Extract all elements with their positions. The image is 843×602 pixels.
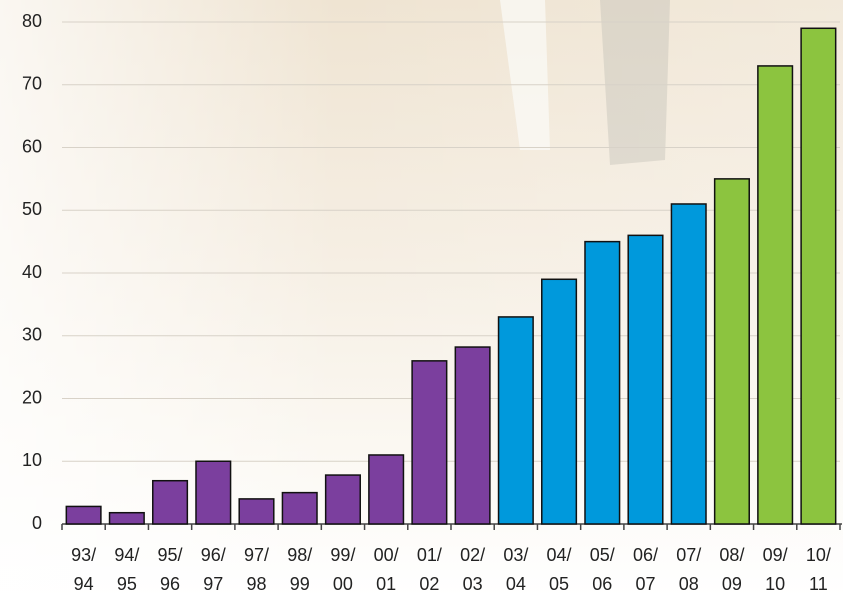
x-tick-label: 05 [549, 574, 569, 594]
bar [670, 203, 707, 525]
x-tick-label: 09/ [763, 545, 788, 565]
y-tick-label: 50 [22, 199, 42, 219]
y-tick-label: 0 [32, 513, 42, 533]
x-tick-label: 04 [506, 574, 526, 594]
background-figure [500, 0, 550, 150]
x-tick-label: 07 [635, 574, 655, 594]
x-tick-label: 98 [246, 574, 266, 594]
bar [541, 278, 578, 525]
bar [627, 234, 664, 525]
x-tick-label: 09 [722, 574, 742, 594]
y-tick-label: 30 [22, 325, 42, 345]
x-tick-label: 00 [333, 574, 353, 594]
x-tick-label: 10/ [806, 545, 831, 565]
y-tick-label: 10 [22, 450, 42, 470]
x-tick-label: 04/ [547, 545, 572, 565]
y-tick-label: 70 [22, 74, 42, 94]
bar [324, 474, 361, 525]
x-tick-label: 01/ [417, 545, 442, 565]
bar [108, 511, 145, 525]
x-tick-label: 97 [203, 574, 223, 594]
x-tick-label: 01 [376, 574, 396, 594]
bar [454, 346, 491, 525]
y-tick-label: 80 [22, 11, 42, 31]
x-tick-label: 93/ [71, 545, 96, 565]
x-tick-label: 11 [809, 574, 828, 594]
x-tick-label: 96 [160, 574, 180, 594]
bar [152, 479, 189, 525]
y-tick-label: 60 [22, 136, 42, 156]
x-tick-label: 10 [765, 574, 785, 594]
x-tick-label: 03/ [503, 545, 528, 565]
x-tick-label: 98/ [287, 545, 312, 565]
x-tick-label: 03 [463, 574, 483, 594]
x-tick-label: 08/ [719, 545, 744, 565]
x-tick-label: 99 [290, 574, 310, 594]
x-tick-label: 97/ [244, 545, 269, 565]
bar [800, 27, 837, 525]
x-tick-label: 02 [419, 574, 439, 594]
x-tick-label: 99/ [330, 545, 355, 565]
x-tick-label: 96/ [201, 545, 226, 565]
x-tick-label: 06 [592, 574, 612, 594]
bar [195, 460, 232, 525]
bar [584, 240, 621, 525]
x-tick-label: 94/ [114, 545, 139, 565]
bar [65, 505, 102, 525]
x-tick-label: 07/ [676, 545, 701, 565]
y-tick-label: 20 [22, 387, 42, 407]
x-tick-label: 95/ [158, 545, 183, 565]
x-tick-label: 08 [679, 574, 699, 594]
bar [238, 498, 275, 525]
bar [411, 360, 448, 525]
bar [368, 454, 405, 525]
x-tick-label: 00/ [374, 545, 399, 565]
bar [713, 178, 750, 525]
bar [497, 316, 534, 525]
x-tick-label: 95 [117, 574, 137, 594]
background-figure [600, 0, 670, 165]
x-tick-label: 06/ [633, 545, 658, 565]
bar [757, 65, 794, 525]
x-tick-label: 05/ [590, 545, 615, 565]
bar [281, 491, 318, 525]
x-tick-label: 94 [74, 574, 94, 594]
x-tick-label: 02/ [460, 545, 485, 565]
y-tick-label: 40 [22, 262, 42, 282]
